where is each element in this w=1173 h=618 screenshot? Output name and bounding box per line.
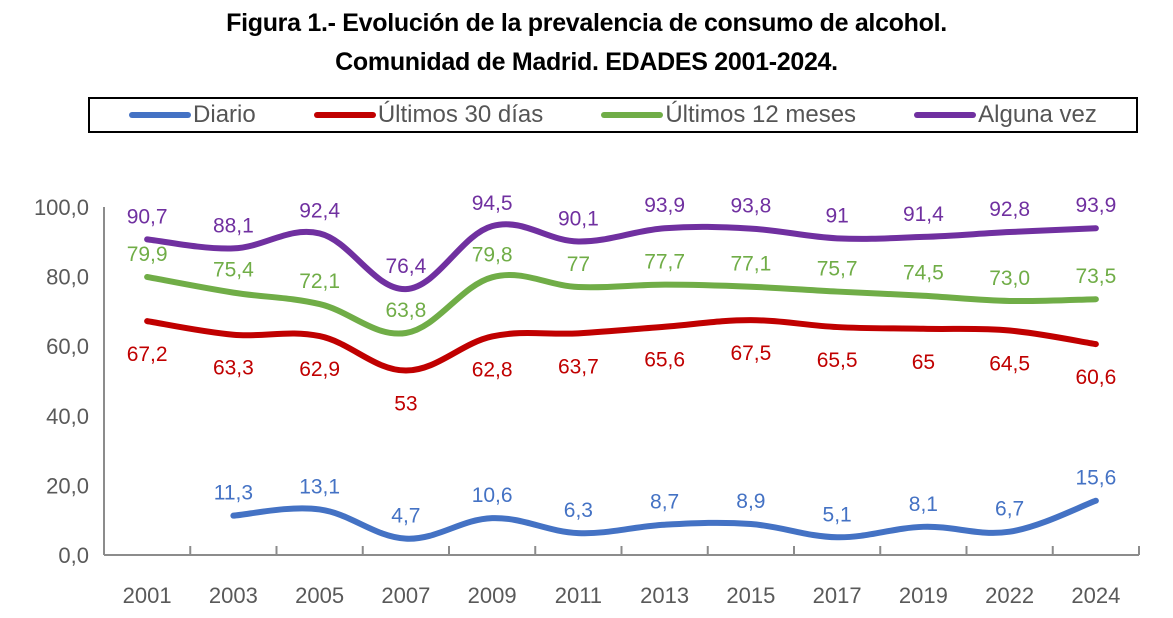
legend-item-ultimos-30-dias: Últimos 30 días (313, 101, 544, 129)
series-line-diario (230, 497, 1099, 542)
data-label-diario: 13,1 (299, 475, 340, 498)
x-tick-label: 2011 (555, 583, 602, 608)
data-label-alguna-vez: 93,8 (730, 195, 771, 218)
data-label-alguna-vez: 93,9 (1075, 194, 1116, 217)
legend: Diario Últimos 30 días Últimos 12 meses … (88, 97, 1138, 133)
data-label-ultimos-30-dias: 60,6 (1075, 366, 1116, 389)
legend-label-ultimos-30-dias: Últimos 30 días (377, 101, 544, 128)
x-tick-label: 2001 (123, 583, 172, 608)
data-label-ultimos-30-dias: 64,5 (989, 353, 1030, 376)
data-label-alguna-vez: 91,4 (903, 203, 944, 226)
x-tick-label: 2009 (468, 583, 517, 608)
data-label-ultimos-30-dias: 63,7 (558, 355, 599, 378)
series-line-alguna-vez (144, 221, 1099, 293)
y-tick-label: 0,0 (58, 543, 89, 568)
data-label-alguna-vez: 88,1 (213, 214, 254, 237)
data-label-ultimos-12-meses: 63,8 (385, 299, 426, 322)
legend-swatch-ultimos-30-dias (313, 112, 376, 118)
y-tick-label: 60,0 (46, 334, 89, 359)
data-label-ultimos-12-meses: 79,9 (127, 243, 168, 266)
x-tick-label: 2013 (640, 583, 689, 608)
legend-item-alguna-vez: Alguna vez (914, 101, 1097, 129)
series-line-ultimos-30-dias (144, 317, 1099, 374)
x-tick-label: 2007 (381, 583, 430, 608)
data-label-diario: 8,7 (650, 491, 679, 514)
legend-swatch-diario (129, 112, 192, 118)
y-tick-label: 100,0 (34, 195, 89, 220)
data-label-alguna-vez: 94,5 (472, 192, 513, 215)
data-label-alguna-vez: 90,1 (558, 207, 599, 230)
legend-swatch-ultimos-12-meses (601, 112, 664, 118)
data-label-ultimos-30-dias: 62,9 (299, 358, 340, 381)
data-label-ultimos-12-meses: 77 (567, 253, 590, 276)
y-tick-label: 80,0 (46, 265, 89, 290)
series-line-ultimos-12-meses (144, 272, 1099, 337)
data-label-diario: 6,7 (995, 498, 1024, 521)
legend-item-diario: Diario (129, 101, 256, 129)
x-tick-label: 2022 (985, 583, 1034, 608)
legend-swatch-alguna-vez (914, 112, 977, 118)
data-label-alguna-vez: 91 (825, 204, 848, 227)
data-label-alguna-vez: 90,7 (127, 205, 168, 228)
data-label-diario: 10,6 (472, 484, 513, 507)
data-label-ultimos-12-meses: 72,1 (299, 270, 340, 293)
chart-title: Figura 1.- Evolución de la prevalencia d… (226, 9, 947, 37)
data-label-alguna-vez: 92,8 (989, 198, 1030, 221)
data-label-ultimos-12-meses: 73,0 (989, 267, 1030, 290)
data-label-ultimos-12-meses: 75,4 (213, 259, 254, 282)
data-label-ultimos-30-dias: 67,2 (127, 343, 168, 366)
legend-item-ultimos-12-meses: Últimos 12 meses (601, 101, 856, 129)
y-tick-label: 40,0 (46, 404, 89, 429)
data-label-diario: 8,1 (909, 493, 938, 516)
data-label-diario: 11,3 (214, 482, 253, 505)
x-tick-label: 2017 (813, 583, 862, 608)
legend-label-alguna-vez: Alguna vez (978, 101, 1097, 128)
data-label-ultimos-30-dias: 65,5 (817, 349, 858, 372)
data-label-alguna-vez: 76,4 (385, 255, 426, 278)
data-label-ultimos-12-meses: 74,5 (903, 262, 944, 285)
legend-label-diario: Diario (193, 101, 256, 128)
data-label-ultimos-30-dias: 65 (912, 351, 935, 374)
x-tick-label: 2003 (209, 583, 258, 608)
data-label-alguna-vez: 93,9 (644, 194, 685, 217)
x-tick-label: 2015 (726, 583, 775, 608)
legend-label-ultimos-12-meses: Últimos 12 meses (665, 101, 857, 128)
data-label-ultimos-12-meses: 79,8 (472, 243, 513, 266)
x-tick-label: 2019 (899, 583, 948, 608)
data-label-alguna-vez: 92,4 (299, 199, 340, 222)
data-label-ultimos-30-dias: 65,6 (644, 349, 685, 372)
data-label-ultimos-12-meses: 77,1 (730, 253, 771, 276)
y-tick-label: 20,0 (46, 473, 89, 498)
x-tick-label: 2005 (295, 583, 344, 608)
data-label-ultimos-30-dias: 53 (394, 393, 417, 416)
chart-subtitle: Comunidad de Madrid. EDADES 2001-2024. (335, 48, 838, 76)
data-label-diario: 6,3 (564, 499, 593, 522)
data-label-diario: 5,1 (823, 503, 852, 526)
data-label-ultimos-30-dias: 67,5 (730, 342, 771, 365)
data-label-ultimos-30-dias: 62,8 (472, 358, 513, 381)
data-label-ultimos-12-meses: 73,5 (1075, 265, 1116, 288)
data-label-diario: 15,6 (1075, 467, 1116, 490)
data-label-ultimos-30-dias: 63,3 (213, 357, 254, 380)
x-tick-label: 2024 (1071, 583, 1120, 608)
data-label-diario: 8,9 (736, 490, 765, 513)
data-label-diario: 4,7 (391, 505, 420, 528)
data-label-ultimos-12-meses: 77,7 (644, 251, 685, 274)
data-label-ultimos-12-meses: 75,7 (817, 258, 858, 281)
